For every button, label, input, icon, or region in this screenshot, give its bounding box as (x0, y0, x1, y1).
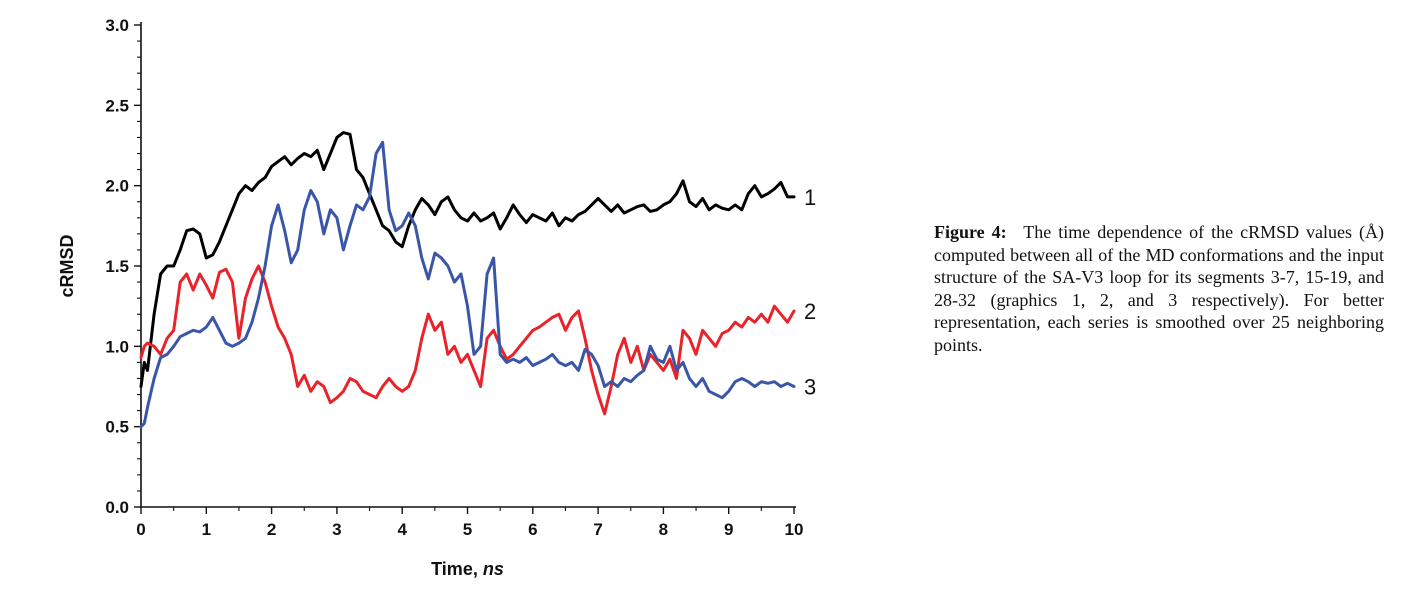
x-tick-label: 2 (267, 520, 276, 539)
y-tick-label: 3.0 (105, 16, 129, 35)
x-tick-label: 1 (202, 520, 211, 539)
x-axis-title-unit: ns (483, 559, 504, 579)
y-tick-label: 1.5 (105, 257, 129, 276)
series-label-2: 2 (804, 299, 816, 324)
y-tick-label: 2.5 (105, 96, 129, 115)
axes: 0.0 0.5 1.0 1.5 2.0 2.5 3.0 0 1 2 3 4 5 6 7 8 9 10 Time, n… (57, 16, 803, 579)
series-label-3: 3 (804, 375, 816, 400)
x-tick-label: 9 (724, 520, 733, 539)
y-tick-label: 0.0 (105, 498, 129, 517)
caption-text: The time dependence of the cRMSD values … (934, 222, 1385, 355)
series-line-2 (139, 264, 796, 416)
y-tick-label: 1.0 (105, 337, 129, 356)
series-labels: 1 2 3 (804, 185, 816, 400)
figure-caption: Figure 4: The time dependence of the cRM… (934, 221, 1384, 357)
x-tick-label: 5 (463, 520, 472, 539)
x-tick-label: 4 (397, 520, 407, 539)
series-label-1: 1 (804, 185, 816, 210)
y-axis-title: cRMSD (57, 234, 77, 297)
x-axis-title: Time, ns (431, 559, 504, 579)
caption-title: Figure 4: (934, 222, 1007, 242)
series-line-1 (139, 131, 796, 388)
x-tick-label: 8 (659, 520, 668, 539)
x-tick-label: 3 (332, 520, 341, 539)
y-tick-label: 0.5 (105, 418, 129, 437)
x-tick-label: 0 (136, 520, 145, 539)
y-tick-label: 2.0 (105, 177, 129, 196)
x-tick-label: 7 (593, 520, 602, 539)
x-tick-label: 10 (785, 520, 804, 539)
series-lines (139, 131, 796, 429)
series-line-3 (139, 140, 796, 429)
x-tick-label: 6 (528, 520, 537, 539)
